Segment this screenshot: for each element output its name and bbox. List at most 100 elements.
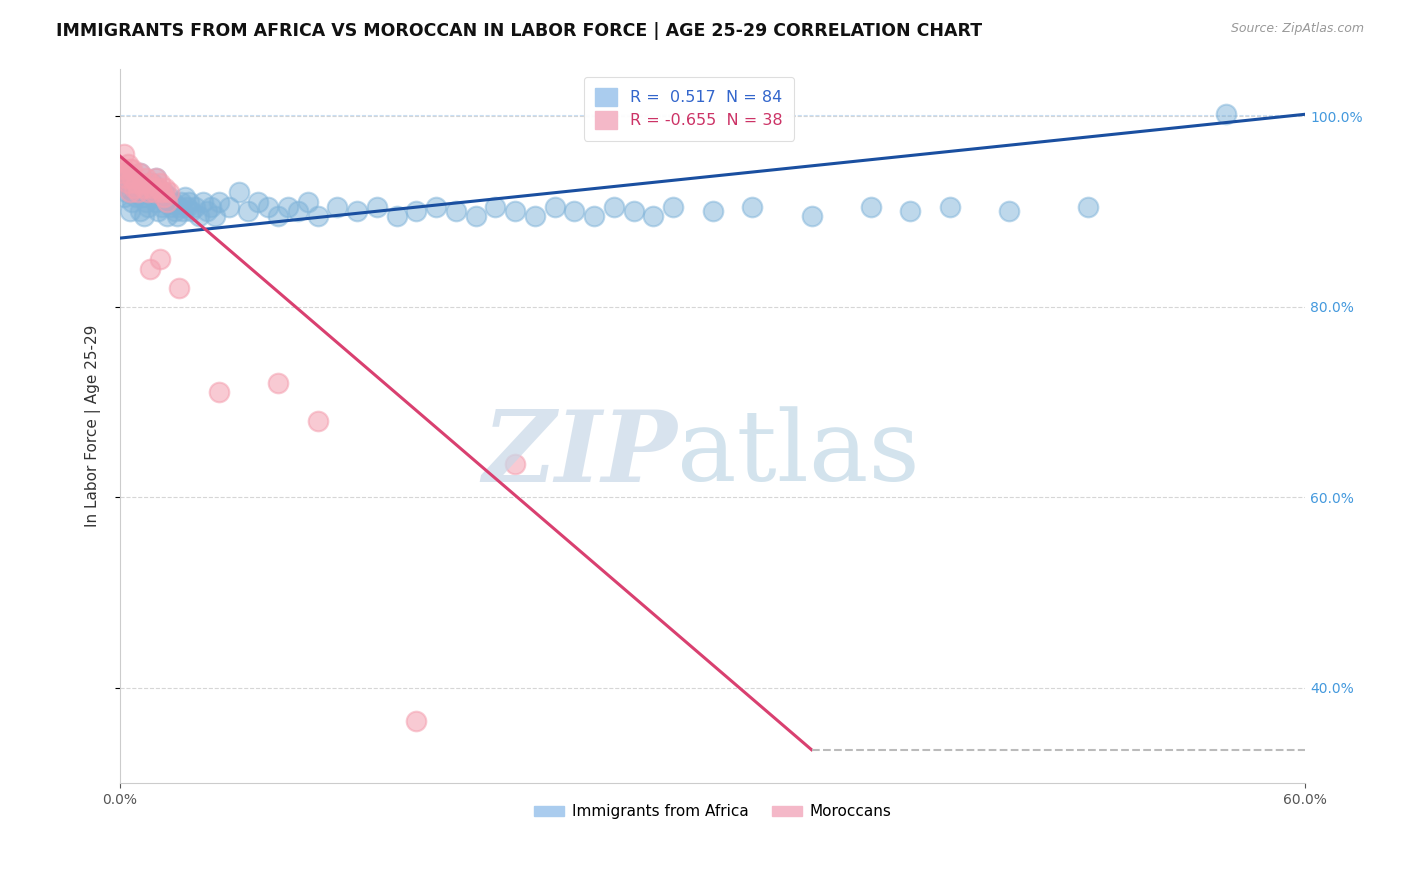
Point — [148, 252, 170, 266]
Point — [132, 180, 155, 194]
Point — [115, 186, 138, 200]
Point — [425, 200, 447, 214]
Point — [257, 200, 280, 214]
Point — [115, 171, 138, 186]
Point — [267, 376, 290, 390]
Point — [208, 194, 231, 209]
Point — [159, 190, 181, 204]
Point — [112, 147, 135, 161]
Point — [145, 171, 167, 186]
Point — [145, 194, 167, 209]
Point — [128, 166, 150, 180]
Point — [156, 194, 179, 209]
Point — [898, 204, 921, 219]
Point — [118, 171, 141, 186]
Point — [297, 194, 319, 209]
Point — [464, 209, 486, 223]
Point — [702, 204, 724, 219]
Point — [247, 194, 270, 209]
Y-axis label: In Labor Force | Age 25-29: In Labor Force | Age 25-29 — [86, 325, 101, 527]
Point — [326, 200, 349, 214]
Point — [998, 204, 1021, 219]
Point — [156, 209, 179, 223]
Point — [141, 176, 163, 190]
Point — [118, 161, 141, 176]
Point — [1077, 200, 1099, 214]
Point — [188, 209, 211, 223]
Point — [564, 204, 586, 219]
Point — [131, 190, 153, 204]
Point — [170, 194, 193, 209]
Point — [146, 180, 169, 194]
Point — [146, 204, 169, 219]
Point — [122, 180, 145, 194]
Point — [523, 209, 546, 223]
Point — [503, 204, 526, 219]
Point — [366, 200, 388, 214]
Text: atlas: atlas — [678, 407, 920, 502]
Point — [165, 204, 187, 219]
Point — [152, 190, 174, 204]
Point — [118, 204, 141, 219]
Point — [195, 204, 218, 219]
Point — [118, 186, 141, 200]
Point — [145, 171, 167, 186]
Point — [111, 166, 134, 180]
Point — [721, 800, 744, 814]
Point — [138, 261, 160, 276]
Point — [121, 171, 143, 186]
Legend: Immigrants from Africa, Moroccans: Immigrants from Africa, Moroccans — [527, 798, 898, 825]
Point — [121, 194, 143, 209]
Text: Source: ZipAtlas.com: Source: ZipAtlas.com — [1230, 22, 1364, 36]
Text: IMMIGRANTS FROM AFRICA VS MOROCCAN IN LABOR FORCE | AGE 25-29 CORRELATION CHART: IMMIGRANTS FROM AFRICA VS MOROCCAN IN LA… — [56, 22, 983, 40]
Point — [385, 209, 408, 223]
Point — [125, 190, 148, 204]
Point — [138, 176, 160, 190]
Point — [267, 209, 290, 223]
Point — [218, 200, 240, 214]
Point — [136, 186, 159, 200]
Point — [125, 176, 148, 190]
Point — [127, 176, 149, 190]
Point — [200, 200, 222, 214]
Point — [155, 180, 177, 194]
Point — [121, 161, 143, 176]
Point — [136, 200, 159, 214]
Point — [166, 209, 188, 223]
Point — [307, 209, 329, 223]
Point — [150, 200, 173, 214]
Point — [117, 176, 139, 190]
Point — [169, 280, 191, 294]
Point — [800, 209, 823, 223]
Point — [176, 200, 198, 214]
Point — [623, 204, 645, 219]
Point — [111, 176, 134, 190]
Point — [174, 190, 197, 204]
Point — [160, 200, 183, 214]
Point — [180, 204, 202, 219]
Point — [135, 194, 157, 209]
Point — [238, 204, 260, 219]
Point — [741, 200, 763, 214]
Point — [117, 180, 139, 194]
Point — [484, 200, 506, 214]
Point — [277, 200, 299, 214]
Point — [162, 194, 184, 209]
Point — [191, 194, 214, 209]
Point — [643, 209, 665, 223]
Point — [142, 186, 165, 200]
Point — [184, 200, 207, 214]
Point — [204, 209, 226, 223]
Point — [503, 457, 526, 471]
Point — [155, 194, 177, 209]
Point — [138, 186, 160, 200]
Point — [132, 209, 155, 223]
Text: ZIP: ZIP — [482, 406, 678, 502]
Point — [444, 204, 467, 219]
Point — [662, 200, 685, 214]
Point — [131, 176, 153, 190]
Point — [405, 714, 427, 728]
Point — [859, 200, 882, 214]
Point — [159, 186, 181, 200]
Point — [112, 161, 135, 176]
